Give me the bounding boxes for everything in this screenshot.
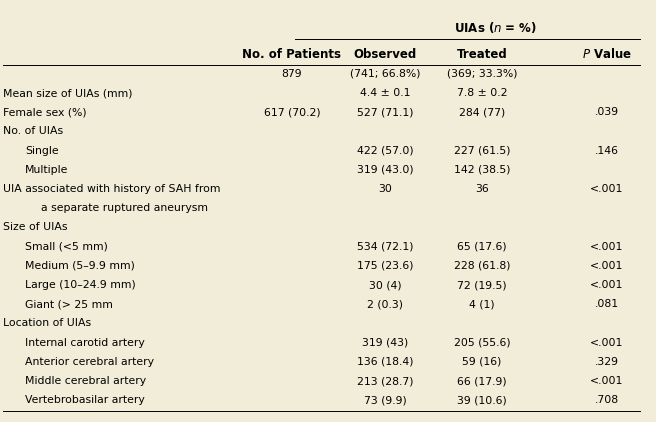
Text: Medium (5–9.9 mm): Medium (5–9.9 mm) bbox=[25, 261, 134, 271]
Text: No. of Patients: No. of Patients bbox=[243, 48, 341, 60]
Text: Middle cerebral artery: Middle cerebral artery bbox=[25, 376, 146, 386]
Text: Large (10–24.9 mm): Large (10–24.9 mm) bbox=[25, 280, 136, 290]
Text: .081: .081 bbox=[595, 299, 619, 309]
Text: 59 (16): 59 (16) bbox=[462, 357, 502, 367]
Text: UIAs ($n$ = %): UIAs ($n$ = %) bbox=[455, 20, 537, 35]
Text: 228 (61.8): 228 (61.8) bbox=[454, 261, 510, 271]
Text: 213 (28.7): 213 (28.7) bbox=[357, 376, 413, 386]
Text: .708: .708 bbox=[595, 395, 619, 405]
Text: 879: 879 bbox=[281, 69, 302, 79]
Text: (741; 66.8%): (741; 66.8%) bbox=[350, 69, 420, 79]
Text: Multiple: Multiple bbox=[25, 165, 68, 175]
Text: 534 (72.1): 534 (72.1) bbox=[357, 242, 413, 252]
Text: 2 (0.3): 2 (0.3) bbox=[367, 299, 403, 309]
Text: <.001: <.001 bbox=[590, 280, 623, 290]
Text: Location of UIAs: Location of UIAs bbox=[3, 319, 91, 328]
Text: 36: 36 bbox=[476, 184, 489, 194]
Text: Female sex (%): Female sex (%) bbox=[3, 107, 87, 117]
Text: 422 (57.0): 422 (57.0) bbox=[357, 146, 413, 156]
Text: .146: .146 bbox=[595, 146, 619, 156]
Text: 617 (70.2): 617 (70.2) bbox=[264, 107, 320, 117]
Text: 205 (55.6): 205 (55.6) bbox=[454, 338, 510, 348]
Text: Internal carotid artery: Internal carotid artery bbox=[25, 338, 145, 348]
Text: <.001: <.001 bbox=[590, 242, 623, 252]
Text: (369; 33.3%): (369; 33.3%) bbox=[447, 69, 518, 79]
Text: 227 (61.5): 227 (61.5) bbox=[454, 146, 510, 156]
Text: .039: .039 bbox=[595, 107, 619, 117]
Text: 175 (23.6): 175 (23.6) bbox=[357, 261, 413, 271]
Text: a separate ruptured aneurysm: a separate ruptured aneurysm bbox=[41, 203, 208, 213]
Text: <.001: <.001 bbox=[590, 376, 623, 386]
Text: .329: .329 bbox=[595, 357, 619, 367]
Text: 39 (10.6): 39 (10.6) bbox=[457, 395, 507, 405]
Text: UIA associated with history of SAH from: UIA associated with history of SAH from bbox=[3, 184, 221, 194]
Text: Vertebrobasilar artery: Vertebrobasilar artery bbox=[25, 395, 145, 405]
Text: No. of UIAs: No. of UIAs bbox=[3, 127, 64, 136]
Text: Treated: Treated bbox=[457, 48, 508, 60]
Text: 65 (17.6): 65 (17.6) bbox=[457, 242, 507, 252]
Text: 527 (71.1): 527 (71.1) bbox=[357, 107, 413, 117]
Text: 73 (9.9): 73 (9.9) bbox=[363, 395, 407, 405]
Text: Single: Single bbox=[25, 146, 58, 156]
Text: Anterior cerebral artery: Anterior cerebral artery bbox=[25, 357, 154, 367]
Text: 66 (17.9): 66 (17.9) bbox=[457, 376, 507, 386]
Text: <.001: <.001 bbox=[590, 338, 623, 348]
Text: Size of UIAs: Size of UIAs bbox=[3, 222, 68, 233]
Text: 319 (43.0): 319 (43.0) bbox=[357, 165, 413, 175]
Text: 142 (38.5): 142 (38.5) bbox=[454, 165, 510, 175]
Text: <.001: <.001 bbox=[590, 184, 623, 194]
Text: Observed: Observed bbox=[354, 48, 417, 60]
Text: 30: 30 bbox=[378, 184, 392, 194]
Text: 136 (18.4): 136 (18.4) bbox=[357, 357, 413, 367]
Text: 72 (19.5): 72 (19.5) bbox=[457, 280, 507, 290]
Text: 4 (1): 4 (1) bbox=[469, 299, 495, 309]
Text: Small (<5 mm): Small (<5 mm) bbox=[25, 242, 108, 252]
Text: 7.8 ± 0.2: 7.8 ± 0.2 bbox=[457, 88, 507, 98]
Text: 284 (77): 284 (77) bbox=[459, 107, 505, 117]
Text: 4.4 ± 0.1: 4.4 ± 0.1 bbox=[360, 88, 410, 98]
Text: $P$ Value: $P$ Value bbox=[582, 47, 632, 61]
Text: Giant (> 25 mm: Giant (> 25 mm bbox=[25, 299, 113, 309]
Text: <.001: <.001 bbox=[590, 261, 623, 271]
Text: 30 (4): 30 (4) bbox=[369, 280, 401, 290]
Text: Mean size of UIAs (mm): Mean size of UIAs (mm) bbox=[3, 88, 133, 98]
Text: 319 (43): 319 (43) bbox=[362, 338, 408, 348]
